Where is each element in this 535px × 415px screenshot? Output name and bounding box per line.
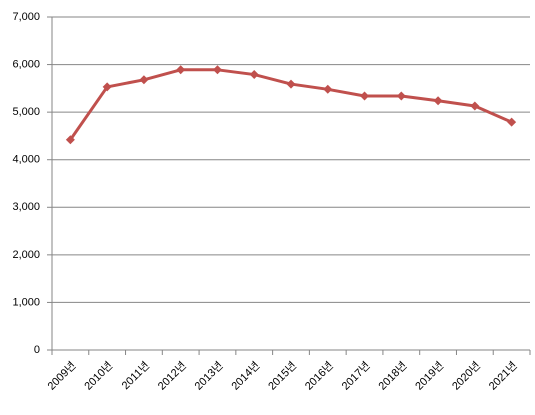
y-tick-label: 2,000 — [12, 249, 40, 261]
y-tick-label: 6,000 — [12, 58, 40, 70]
x-tick-label: 2017년 — [339, 359, 373, 393]
y-tick-label: 3,000 — [12, 201, 40, 213]
marker — [433, 96, 443, 106]
marker — [139, 75, 149, 85]
marker — [507, 117, 517, 127]
marker — [65, 135, 75, 145]
x-tick-label: 2014년 — [229, 359, 263, 393]
x-tick-label: 2009년 — [45, 359, 79, 393]
x-tick-label: 2016년 — [302, 359, 336, 393]
x-tick-label: 2013년 — [192, 359, 226, 393]
x-tick-label: 2018년 — [376, 359, 410, 393]
marker — [102, 82, 112, 92]
x-tick-label: 2010년 — [82, 359, 116, 393]
x-tick-label: 2012년 — [155, 359, 189, 393]
x-tick-label: 2015년 — [266, 359, 300, 393]
marker — [470, 101, 480, 111]
marker — [286, 79, 296, 89]
marker — [212, 65, 222, 75]
y-tick-label: 1,000 — [12, 296, 40, 308]
x-tick-label: 2020년 — [449, 359, 483, 393]
marker — [396, 91, 406, 101]
marker — [249, 70, 259, 80]
marker — [360, 91, 370, 101]
y-tick-label: 7,000 — [12, 11, 40, 23]
y-tick-label: 5,000 — [12, 106, 40, 118]
y-tick-label: 4,000 — [12, 154, 40, 166]
y-tick-label: 0 — [34, 344, 40, 356]
x-tick-label: 2021년 — [486, 359, 520, 393]
x-tick-label: 2011년 — [119, 359, 152, 392]
marker — [323, 84, 333, 94]
x-tick-label: 2019년 — [413, 359, 447, 393]
marker — [176, 65, 186, 75]
